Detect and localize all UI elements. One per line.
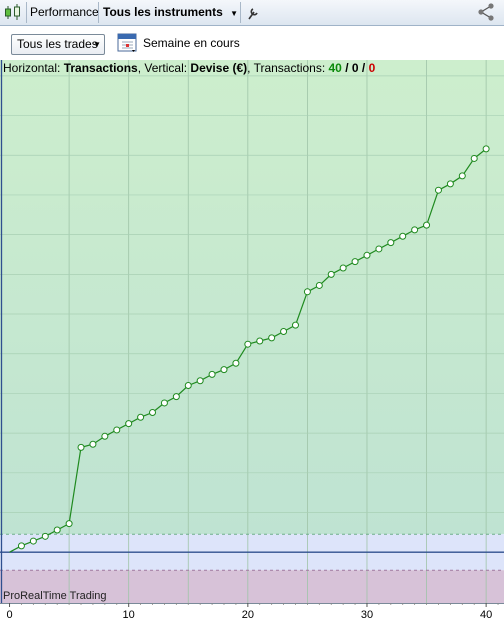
tab-performance[interactable]: Performance [30, 0, 99, 25]
data-point [339, 264, 347, 272]
x-axis-band [0, 603, 504, 623]
data-point [244, 340, 252, 348]
watermark: ProRealTime Trading [3, 590, 107, 602]
equity-chart-svg: 0 10 20 30 40 Horizontal: Transactions, Vert… [0, 60, 504, 623]
data-point [113, 426, 121, 434]
data-point [399, 232, 407, 240]
data-point [29, 537, 37, 545]
x-axis-ticks: 0 10 20 30 40 [6, 603, 499, 621]
transactions-count-total: 40 [329, 61, 343, 75]
x-tick-label: 40 [480, 609, 492, 621]
transactions-count-loss: 0 [369, 61, 376, 75]
data-point [280, 328, 288, 335]
data-point [220, 366, 228, 374]
x-tick-label: 30 [361, 609, 373, 621]
data-point [232, 359, 240, 367]
filter-bar: Tous les trades ▼ Semaine en cours [0, 26, 504, 60]
data-point [256, 337, 264, 345]
tab-performance-label: Performance [30, 5, 99, 19]
trades-filter-select[interactable]: Tous les trades ▼ [11, 34, 105, 55]
data-point [196, 377, 204, 385]
data-point [149, 408, 157, 416]
instruments-dropdown-label: Tous les instruments [103, 5, 223, 19]
data-point [291, 321, 299, 329]
data-point [470, 154, 478, 162]
trades-filter-value: Tous les trades [17, 37, 98, 51]
x-tick-label: 10 [123, 609, 135, 621]
data-point [351, 258, 359, 266]
x-tick-label: 0 [6, 609, 12, 621]
data-point [77, 443, 85, 451]
share-icon[interactable] [476, 0, 498, 25]
data-point [434, 186, 442, 194]
chart-header: Horizontal: Transactions, Vertical: Devi… [3, 61, 376, 75]
data-point [303, 288, 311, 296]
data-point [482, 145, 490, 153]
data-point [41, 532, 49, 540]
data-point [125, 420, 133, 428]
data-point [137, 413, 145, 421]
toolbar: Performance Tous les instruments ▼ [0, 0, 504, 26]
equity-chart: 0 10 20 30 40 Horizontal: Transactions, Vert… [0, 60, 504, 623]
data-point [184, 381, 192, 389]
data-point [375, 245, 383, 253]
instruments-dropdown[interactable]: Tous les instruments ▼ [103, 0, 238, 25]
transactions-count-neutral: 0 [352, 61, 359, 75]
data-point [315, 281, 323, 289]
period-label[interactable]: Semaine en cours [143, 36, 240, 50]
x-tick-label: 20 [242, 609, 254, 621]
data-point [423, 221, 431, 229]
data-point [17, 542, 25, 550]
data-points [17, 145, 490, 550]
data-point [446, 180, 454, 188]
wrench-icon[interactable] [246, 0, 262, 25]
data-point [160, 399, 168, 407]
data-point [208, 370, 216, 378]
data-point [101, 432, 109, 440]
chevron-down-icon: ▼ [93, 40, 101, 49]
calendar-icon[interactable] [117, 32, 139, 57]
data-point [387, 239, 395, 247]
candlestick-icon[interactable] [3, 0, 25, 25]
positive-zone [0, 60, 504, 535]
data-point [65, 520, 73, 528]
negative-zone [0, 570, 504, 603]
data-point [458, 172, 466, 180]
data-point [363, 251, 371, 259]
chevron-down-icon: ▼ [230, 9, 239, 18]
data-point [172, 393, 180, 401]
data-point [268, 334, 276, 342]
data-point [327, 270, 335, 278]
data-point [53, 526, 61, 534]
data-point [89, 440, 97, 448]
data-point [411, 226, 419, 234]
